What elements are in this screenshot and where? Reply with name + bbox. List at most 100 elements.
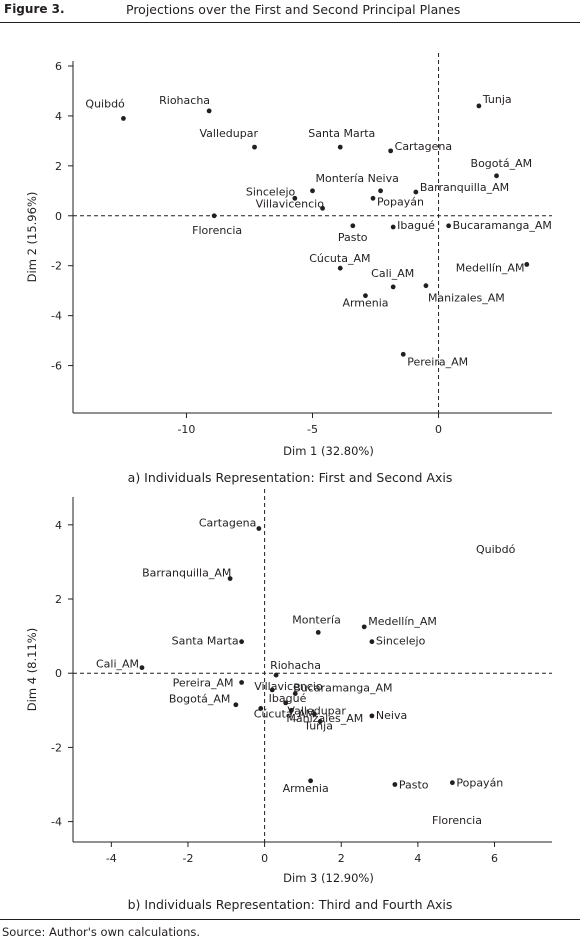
chart-b-point-label-barranquilla-am: Barranquilla_AM <box>142 567 231 580</box>
chart-a-y-tick-label: -4 <box>51 310 62 323</box>
chart-a-point-valledupar <box>252 144 257 150</box>
chart-a-caption: a) Individuals Representation: First and… <box>127 470 453 485</box>
chart-a-y-tick-label: -6 <box>51 360 62 373</box>
chart-a-point-label-medellin-am: Medellín_AM <box>456 261 525 274</box>
chart-b-x-tick-label: 2 <box>338 852 345 865</box>
chart-a-point-pereira-am <box>400 351 406 357</box>
chart-b-point-tunja <box>317 719 323 724</box>
chart-a-point-ibague <box>390 224 396 230</box>
chart-b-point-label-cali-am: Cali_AM <box>96 658 139 671</box>
chart-b-point-bogota-am <box>233 702 239 708</box>
chart-a-x-tick-label: 0 <box>435 423 442 436</box>
chart-a-point-cucuta-am <box>337 265 343 271</box>
chart-a-point-label-ibague: Ibagué <box>397 219 435 232</box>
chart-a-y-tick-label: 0 <box>55 210 62 223</box>
chart-a-point-villavicencio <box>320 205 325 211</box>
chart-b-point-label-ibague: Ibagué <box>269 692 307 705</box>
chart-a-point-barranquilla-am <box>413 189 419 195</box>
chart-b-y-tick-label: -4 <box>51 816 62 829</box>
chart-a-point-label-cali-am: Cali_AM <box>371 267 414 280</box>
chart-b-point-label-santa-marta: Santa Marta <box>172 635 239 648</box>
chart-b-point-santa-marta <box>239 639 245 645</box>
chart-a-y-tick-label: 4 <box>55 110 62 123</box>
chart-a-point-label-sincelejo: Sincelejo <box>246 185 296 198</box>
chart-a-point-label-santa-marta: Santa Marta <box>308 127 375 140</box>
chart-b-point-cali-am <box>139 665 145 671</box>
chart-b-point-label-riohacha: Riohacha <box>270 659 321 672</box>
chart-b-point-label-monteria: Montería <box>292 613 341 626</box>
chart-b-x-tick-label: 6 <box>491 852 498 865</box>
scatter-chart-dim1-dim2: -10 -5 0 -6 -4 -2 0 2 4 6 Dim 1 (32.80%) Dim 2 (15.… <box>25 53 552 458</box>
chart-a-point-label-florencia: Florencia <box>192 224 242 237</box>
chart-a-point-tunja <box>476 103 482 109</box>
chart-a-point-label-monteria: Montería <box>316 172 365 185</box>
chart-b-point-sincelejo <box>369 639 375 645</box>
chart-a-point-label-armenia: Armenia <box>342 297 388 310</box>
chart-b-point-cartagena <box>256 526 262 531</box>
bottom-rule <box>0 919 580 920</box>
chart-a-point-label-pasto: Pasto <box>338 231 368 244</box>
chart-b-point-label-valledupar: Valledupar <box>287 704 346 717</box>
chart-a-point-armenia <box>363 293 368 299</box>
chart-b-point-ibague <box>283 700 289 706</box>
chart-b-point-cucuta-am <box>258 706 264 711</box>
chart-a-point-cali-am <box>390 284 396 290</box>
chart-a-point-label-pereira-am: Pereira_AM <box>407 355 468 368</box>
chart-b-point-label-cartagena: Cartagena <box>199 517 256 530</box>
chart-a-point-florencia <box>211 213 217 219</box>
chart-b-point-neiva <box>369 713 375 719</box>
chart-b-point-label-pereira-am: Pereira_AM <box>173 676 234 689</box>
chart-a-point-label-neiva: Neiva <box>368 172 399 185</box>
chart-a-point-bogota-am <box>494 173 499 179</box>
chart-b-y-tick-label: 2 <box>55 593 62 606</box>
chart-b-point-valledupar <box>289 707 294 713</box>
chart-a-point-popayan <box>370 195 376 201</box>
chart-b-point-label-armenia: Armenia <box>283 782 329 795</box>
chart-b-point-label-popayan: Popayán <box>456 777 503 790</box>
chart-b-point-label-cucuta-am: Cúcuta_AM <box>254 707 315 720</box>
chart-a-point-label-valledupar: Valledupar <box>200 127 259 140</box>
chart-b-x-axis-title: Dim 3 (12.90%) <box>283 871 374 885</box>
chart-b-point-villavicencio <box>269 687 275 693</box>
chart-b-point-label-sincelejo: Sincelejo <box>376 635 426 648</box>
chart-a-point-cartagena <box>388 148 394 154</box>
chart-b-point-pasto <box>392 782 398 787</box>
chart-b-x-tick-label: 0 <box>261 852 268 865</box>
chart-b-point-label-neiva: Neiva <box>376 709 407 722</box>
chart-a-point-manizales-am <box>423 283 429 289</box>
chart-b-x-tick-label: -4 <box>106 852 117 865</box>
chart-a-point-quibdo <box>121 116 126 121</box>
chart-b-x-tick-label: -2 <box>182 852 193 865</box>
chart-a-point-riohacha <box>206 108 212 114</box>
chart-b-point-medellin-am <box>361 624 367 630</box>
chart-a-x-axis-title: Dim 1 (32.80%) <box>283 444 374 458</box>
chart-a-point-label-cucuta-am: Cúcuta_AM <box>309 252 370 265</box>
chart-a-y-tick-label: -2 <box>51 260 62 273</box>
chart-b-point-monteria <box>315 630 321 635</box>
figure-label: Figure 3. <box>4 2 65 16</box>
chart-a-point-label-manizales-am: Manizales_AM <box>428 292 505 305</box>
chart-a-point-pasto <box>350 223 356 229</box>
chart-b-point-popayan <box>449 780 455 786</box>
chart-b-point-barranquilla-am <box>227 576 233 582</box>
chart-b-y-axis-title: Dim 4 (8.11%) <box>25 628 39 711</box>
chart-b-point-label-tunja: Tunja <box>303 719 333 732</box>
chart-b-point-label-florencia: Florencia <box>432 814 482 827</box>
chart-a-point-sincelejo <box>292 195 298 201</box>
chart-b-point-armenia <box>308 778 313 784</box>
chart-b-y-tick-label: 0 <box>55 667 62 680</box>
figure-title: Projections over the First and Second Pr… <box>126 2 461 17</box>
chart-a-x-tick-label: -10 <box>177 423 195 436</box>
chart-a-point-monteria <box>310 188 315 194</box>
chart-a-point-label-cartagena: Cartagena <box>395 140 452 153</box>
chart-a-y-tick-label: 2 <box>55 160 62 173</box>
chart-a-point-label-quibdo: Quibdó <box>85 97 125 110</box>
chart-b-point-label-bogota-am: Bogotá_AM <box>169 693 231 706</box>
chart-a-point-medellin-am <box>524 262 530 267</box>
chart-a-point-label-villavicencio: Villavicencio <box>256 197 325 210</box>
chart-b-point-riohacha <box>273 672 279 678</box>
chart-b-point-label-medellin-am: Medellín_AM <box>368 615 437 628</box>
chart-a-point-label-riohacha: Riohacha <box>159 94 210 107</box>
chart-b-caption: b) Individuals Representation: Third and… <box>127 897 453 912</box>
chart-a-point-label-popayan: Popayán <box>377 195 424 208</box>
